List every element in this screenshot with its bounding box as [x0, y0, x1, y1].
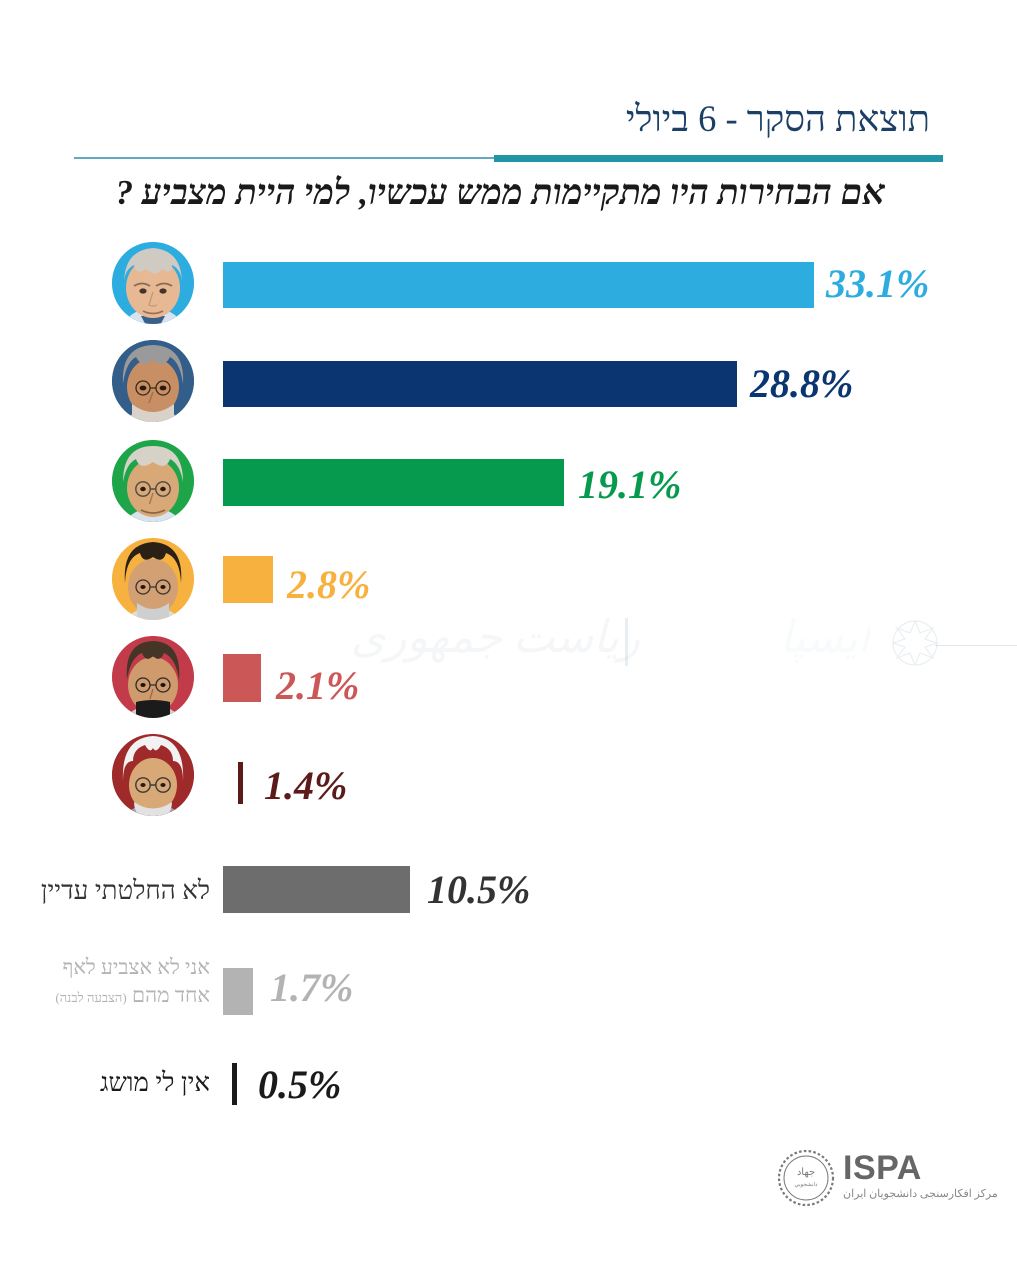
svg-text:جهاد: جهاد: [797, 1167, 815, 1178]
svg-text:دانشجويي: دانشجويي: [795, 1181, 818, 1188]
